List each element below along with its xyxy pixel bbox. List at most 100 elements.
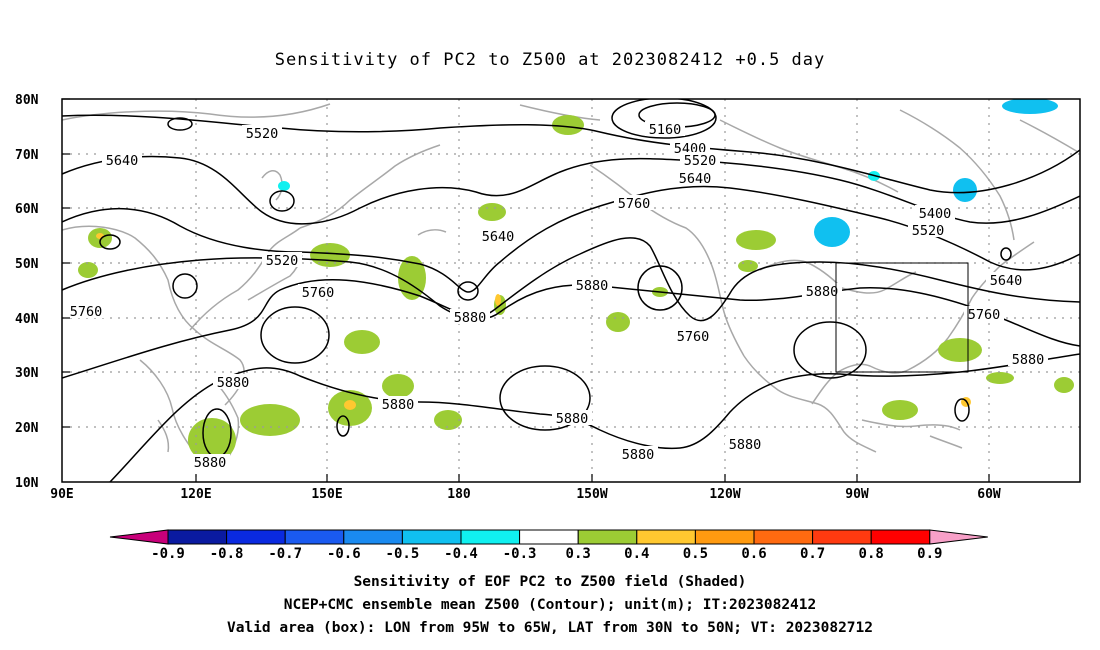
colorbar: -0.9 -0.8 -0.7 -0.6 -0.5 -0.4 -0.3 0.3 0.4 0.5 0.6… — [109, 529, 988, 562]
lat-label: 30N — [15, 366, 39, 381]
colorbar-swatch — [519, 529, 579, 545]
contour-labels: 5520564051605400552056405760540055205640… — [66, 121, 1048, 471]
contour-label: 5760 — [302, 285, 335, 301]
sensitivity-shading — [78, 99, 1074, 462]
contour-label-bg — [645, 121, 685, 136]
contour-label-bg — [802, 283, 842, 298]
contour-label: 5160 — [649, 122, 682, 138]
contour-label: 5520 — [246, 126, 279, 142]
colorbar-label: -0.4 — [444, 546, 478, 562]
colorbar-label: 0.3 — [566, 546, 591, 562]
contour-label: 5880 — [576, 278, 609, 294]
lon-label: 120W — [709, 487, 740, 502]
contour-label-bg — [378, 396, 418, 411]
colorbar-swatch — [167, 529, 228, 545]
contour-label-bg — [725, 436, 765, 451]
lat-label: 10N — [15, 476, 39, 491]
contour-label-bg — [915, 205, 955, 220]
contour-label-bg — [102, 152, 142, 167]
contour-label: 5880 — [454, 310, 487, 326]
colorbar-swatch — [870, 529, 931, 545]
contour-label: 5880 — [217, 375, 250, 391]
lon-label: 150E — [311, 487, 342, 502]
colorbar-swatch — [343, 529, 403, 545]
contour-label-bg — [478, 228, 518, 243]
contour-label-bg — [213, 374, 253, 389]
colorbar-swatch — [812, 529, 872, 545]
colorbar-swatch — [226, 529, 286, 545]
contour-label-bg — [670, 140, 710, 155]
colorbar-swatch — [577, 529, 638, 545]
caption-line-3: Valid area (box): LON from 95W to 65W, L… — [226, 620, 873, 636]
contour-label: 5760 — [968, 307, 1001, 323]
lat-label: 50N — [15, 257, 39, 272]
colorbar-label: 0.8 — [859, 546, 884, 562]
contour-label-bg — [572, 277, 612, 292]
contour-label: 5880 — [1012, 352, 1045, 368]
lat-label: 40N — [15, 312, 39, 327]
contour-label-bg — [908, 222, 948, 237]
contour-label: 5880 — [194, 455, 227, 471]
contour-label-bg — [986, 272, 1026, 287]
map-title: Sensitivity of PC2 to Z500 at 2023082412… — [274, 50, 826, 70]
lat-label: 70N — [15, 148, 39, 163]
contour-label: 5520 — [684, 153, 717, 169]
contour-label-bg — [66, 303, 106, 318]
contour-label-bg — [618, 446, 658, 461]
colorbar-label: 0.6 — [741, 546, 766, 562]
colorbar-swatch — [460, 529, 521, 545]
colorbar-label: -0.9 — [151, 546, 185, 562]
contour-label: 5400 — [919, 206, 952, 222]
lat-label: 80N — [15, 93, 39, 108]
lat-label: 60N — [15, 202, 39, 217]
colorbar-label: -0.7 — [268, 546, 302, 562]
colorbar-arrow-left — [109, 529, 169, 545]
contour-label: 5760 — [618, 196, 651, 212]
contour-label: 5880 — [806, 284, 839, 300]
lon-label: 120E — [180, 487, 211, 502]
contour-label-bg — [675, 170, 715, 185]
contour-label-bg — [614, 195, 654, 210]
contour-label-bg — [680, 152, 720, 167]
lon-label: 90E — [50, 487, 73, 502]
colorbar-label: 0.9 — [917, 546, 942, 562]
colorbar-label: 0.7 — [800, 546, 825, 562]
colorbar-arrow-right — [929, 529, 988, 545]
contour-label-bg — [242, 125, 282, 140]
colorbar-label: 0.5 — [683, 546, 708, 562]
contour-label: 5640 — [482, 229, 515, 245]
colorbar-swatch — [753, 529, 814, 545]
contour-label: 5880 — [556, 411, 589, 427]
contour-label: 5760 — [70, 304, 103, 320]
contour-label: 5520 — [912, 223, 945, 239]
z500-contours — [62, 99, 1080, 482]
colorbar-swatch — [401, 529, 462, 545]
colorbar-label: -0.6 — [327, 546, 361, 562]
coastlines — [62, 103, 1079, 461]
contour-label: 5520 — [266, 253, 299, 269]
caption-line-2: NCEP+CMC ensemble mean Z500 (Contour); u… — [283, 597, 817, 613]
contour-label-bg — [552, 410, 592, 425]
map-frame — [61, 98, 1081, 483]
colorbar-swatch — [284, 529, 345, 545]
lon-label: 90W — [845, 487, 869, 502]
contour-label-bg — [262, 252, 302, 267]
caption-line-1: Sensitivity of EOF PC2 to Z500 field (Sh… — [353, 574, 747, 590]
colorbar-swatch — [694, 529, 755, 545]
colorbar-label: -0.8 — [210, 546, 244, 562]
colorbar-swatch — [636, 529, 696, 545]
contour-label: 5640 — [990, 273, 1023, 289]
contour-label: 5640 — [679, 171, 712, 187]
lon-label: 60W — [977, 487, 1001, 502]
colorbar-label: 0.4 — [624, 546, 649, 562]
axis-ticks — [62, 98, 990, 482]
colorbar-label: -0.5 — [386, 546, 420, 562]
contour-label-bg — [298, 284, 338, 299]
contour-label-bg — [1008, 351, 1048, 366]
lon-label: 180 — [447, 487, 471, 502]
lon-label: 150W — [576, 487, 607, 502]
contour-label: 5880 — [729, 437, 762, 453]
contour-label-bg — [673, 328, 713, 343]
contour-label-bg — [190, 454, 230, 469]
